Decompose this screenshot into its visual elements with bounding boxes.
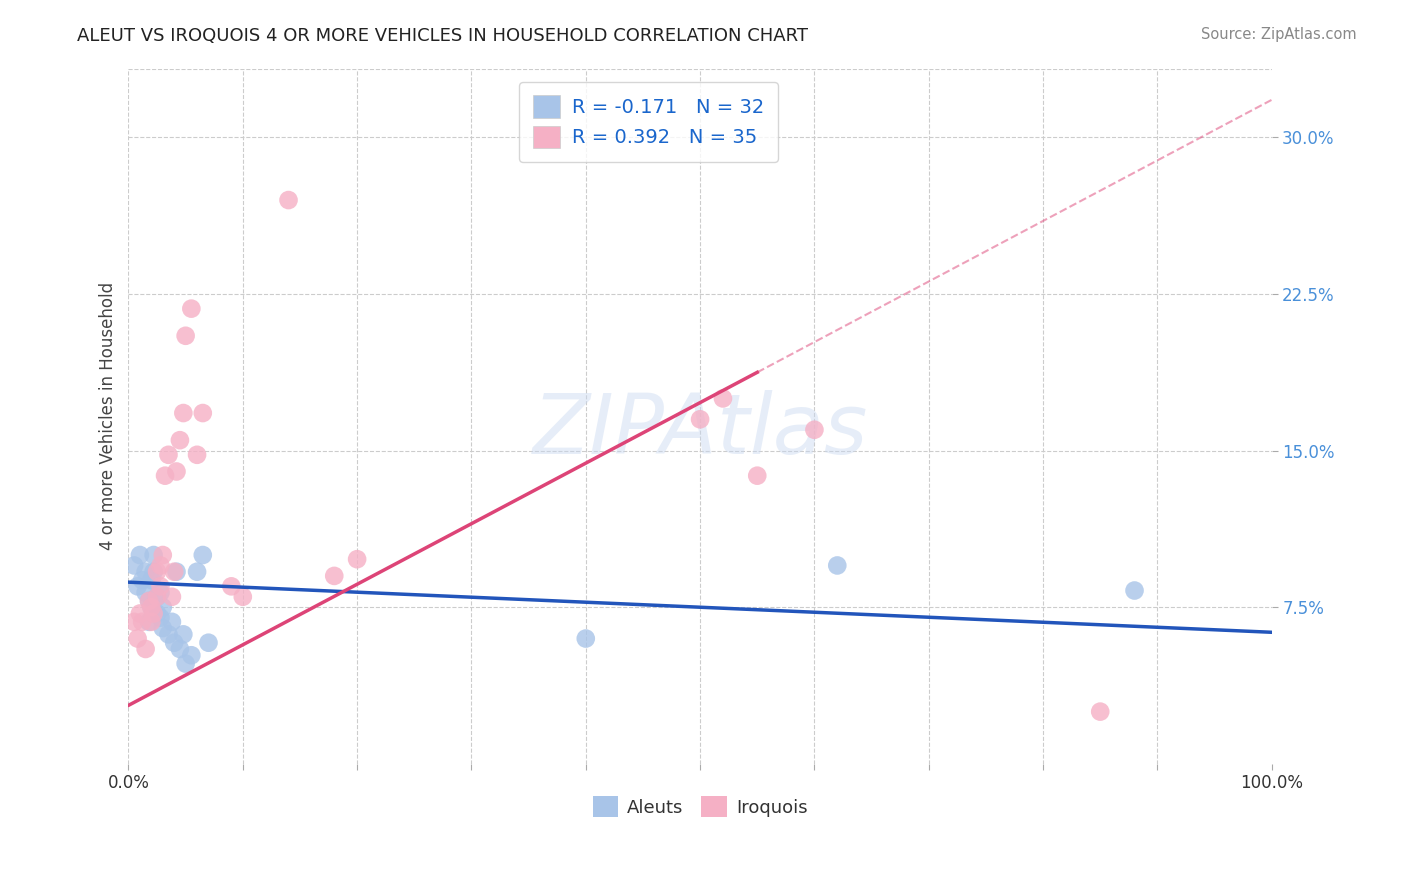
Point — [141, 600, 163, 615]
Point — [747, 468, 769, 483]
Text: Source: ZipAtlas.com: Source: ZipAtlas.com — [1201, 27, 1357, 42]
Point — [157, 627, 180, 641]
Point — [277, 193, 299, 207]
Point — [191, 406, 214, 420]
Point — [122, 615, 145, 629]
Point — [166, 565, 188, 579]
Point — [575, 632, 598, 646]
Point — [127, 632, 149, 646]
Point — [129, 548, 152, 562]
Y-axis label: 4 or more Vehicles in Household: 4 or more Vehicles in Household — [100, 282, 117, 550]
Point — [186, 448, 208, 462]
Point — [141, 600, 163, 615]
Point — [186, 565, 208, 579]
Point — [232, 590, 254, 604]
Point — [141, 615, 163, 629]
Point — [323, 569, 346, 583]
Point — [149, 558, 172, 573]
Legend: Aleuts, Iroquois: Aleuts, Iroquois — [585, 789, 814, 824]
Point — [169, 642, 191, 657]
Point — [129, 607, 152, 621]
Point — [152, 548, 174, 562]
Point — [149, 579, 172, 593]
Point — [174, 328, 197, 343]
Point — [135, 642, 157, 657]
Point — [172, 627, 194, 641]
Point — [827, 558, 849, 573]
Point — [135, 585, 157, 599]
Point — [163, 636, 186, 650]
Point — [172, 406, 194, 420]
Point — [146, 590, 169, 604]
Point — [1123, 583, 1146, 598]
Point — [197, 636, 219, 650]
Text: ZIPAtlas: ZIPAtlas — [533, 390, 868, 471]
Point — [689, 412, 711, 426]
Point — [160, 615, 183, 629]
Point — [135, 565, 157, 579]
Point — [146, 565, 169, 579]
Point — [157, 448, 180, 462]
Point — [803, 423, 825, 437]
Text: ALEUT VS IROQUOIS 4 OR MORE VEHICLES IN HOUSEHOLD CORRELATION CHART: ALEUT VS IROQUOIS 4 OR MORE VEHICLES IN … — [77, 27, 808, 45]
Point — [180, 301, 202, 316]
Point — [142, 607, 165, 621]
Point — [138, 594, 160, 608]
Point — [127, 579, 149, 593]
Point — [149, 585, 172, 599]
Point — [138, 594, 160, 608]
Point — [138, 615, 160, 629]
Point — [180, 648, 202, 663]
Point — [166, 465, 188, 479]
Point — [221, 579, 243, 593]
Point — [160, 590, 183, 604]
Point — [169, 433, 191, 447]
Point — [1090, 705, 1112, 719]
Point — [146, 590, 169, 604]
Point — [163, 565, 186, 579]
Point — [142, 565, 165, 579]
Point — [152, 600, 174, 615]
Point — [149, 610, 172, 624]
Point — [346, 552, 368, 566]
Point — [146, 607, 169, 621]
Point — [122, 558, 145, 573]
Point — [131, 615, 153, 629]
Point — [131, 573, 153, 587]
Point — [141, 573, 163, 587]
Point — [174, 657, 197, 671]
Point — [191, 548, 214, 562]
Point — [153, 468, 176, 483]
Point — [142, 548, 165, 562]
Point — [711, 392, 734, 406]
Point — [152, 621, 174, 635]
